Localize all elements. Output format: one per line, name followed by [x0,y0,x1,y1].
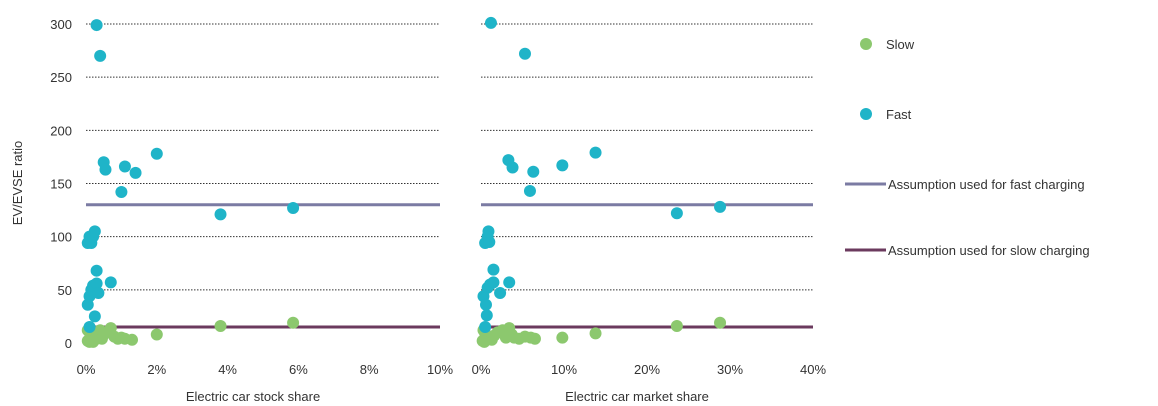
slow-point-p2-16 [556,331,569,344]
x-tick-label-p2-1: 10% [551,362,577,377]
y-tick-label-300: 300 [50,17,72,32]
fast-point-p1-24 [83,321,96,334]
fast-point-p2-3 [506,161,519,174]
fast-point-p1-3 [99,163,112,176]
fast-point-p1-1 [94,49,107,62]
x-tick-label-p1-1: 2% [147,362,166,377]
x-axis-title-p2: Electric car market share [565,389,709,404]
fast-point-p1-7 [150,147,163,160]
x-tick-label-p2-0: 0% [472,362,491,377]
legend-label-fast_line: Assumption used for fast charging [888,177,1085,192]
fast-point-p2-1 [518,47,531,60]
fast-point-p2-22 [480,309,493,322]
slow-point-p1-16 [126,333,139,346]
legend-label-slow: Slow [886,37,915,52]
x-tick-label-p1-0: 0% [77,362,96,377]
legend-marker-fast [860,108,872,120]
legend-marker-slow [860,38,872,50]
slow-point-p1-17 [150,328,163,341]
slow-point-p2-19 [714,316,727,329]
fast-point-p2-6 [556,159,569,172]
fast-point-p1-21 [92,287,105,300]
y-tick-label-150: 150 [50,177,72,192]
legend: Slow Fast Assumption used for fast chargin… [845,37,1090,258]
axes: 0 50 100 150 200 250 300 0% 2% 4% 6% 8% 10% Electric … [50,17,826,404]
slow-point-p2-17 [589,327,602,340]
x-tick-label-p1-2: 4% [218,362,237,377]
slow-point-p1-18 [214,319,227,332]
legend-label-fast: Fast [886,107,912,122]
fast-point-p1-5 [118,160,131,173]
x-tick-label-p2-4: 40% [800,362,826,377]
fast-point-p1-22 [104,276,117,289]
slow-point-p2-18 [670,319,683,332]
x-tick-label-p2-2: 20% [634,362,660,377]
x-axis-title-p1: Electric car stock share [186,389,320,404]
fast-point-p1-14 [88,225,101,238]
fast-point-p1-23 [88,310,101,323]
y-tick-label-200: 200 [50,123,72,138]
fast-point-p2-8 [670,207,683,220]
fast-point-p2-0 [484,16,497,29]
y-tick-label-0: 0 [65,336,72,351]
assumption-lines [86,203,813,329]
fast-point-p2-20 [494,287,507,300]
x-tick-label-p1-4: 8% [360,362,379,377]
slow-point-p1-19 [287,316,300,329]
slow-point-p2-21 [478,335,491,348]
fast-point-p2-12 [483,235,496,248]
fast-point-p2-7 [589,146,602,159]
fast-point-p1-4 [115,186,128,199]
fast-point-p1-8 [214,208,227,221]
fast-point-p2-13 [482,225,495,238]
fast-point-p2-21 [503,276,516,289]
legend-label-slow_line: Assumption used for slow charging [888,243,1090,258]
fast-point-p1-9 [287,201,300,214]
fast-point-p1-0 [90,19,103,32]
y-tick-label-50: 50 [58,283,72,298]
fast-point-p2-5 [527,165,540,178]
fast-point-p2-4 [523,184,536,197]
fast-point-p2-15 [479,298,492,311]
fast-point-p2-23 [479,321,492,334]
y-tick-label-100: 100 [50,230,72,245]
fast-point-p2-9 [714,200,727,213]
x-tick-label-p1-5: 10% [427,362,453,377]
x-tick-label-p2-3: 30% [717,362,743,377]
slow-point-p2-15 [528,332,541,345]
fast-point-p1-20 [90,264,103,277]
fast-point-p1-6 [129,166,142,179]
y-tick-label-250: 250 [50,70,72,85]
x-tick-label-p1-3: 6% [289,362,308,377]
fast-point-p2-19 [487,263,500,276]
fast-point-p2-18 [487,276,500,289]
y-axis-title: EV/EVSE ratio [10,141,25,226]
data-points [81,16,727,348]
slow-point-p1-22 [87,335,100,348]
fast-point-p1-19 [90,277,103,290]
gridlines [86,23,813,291]
